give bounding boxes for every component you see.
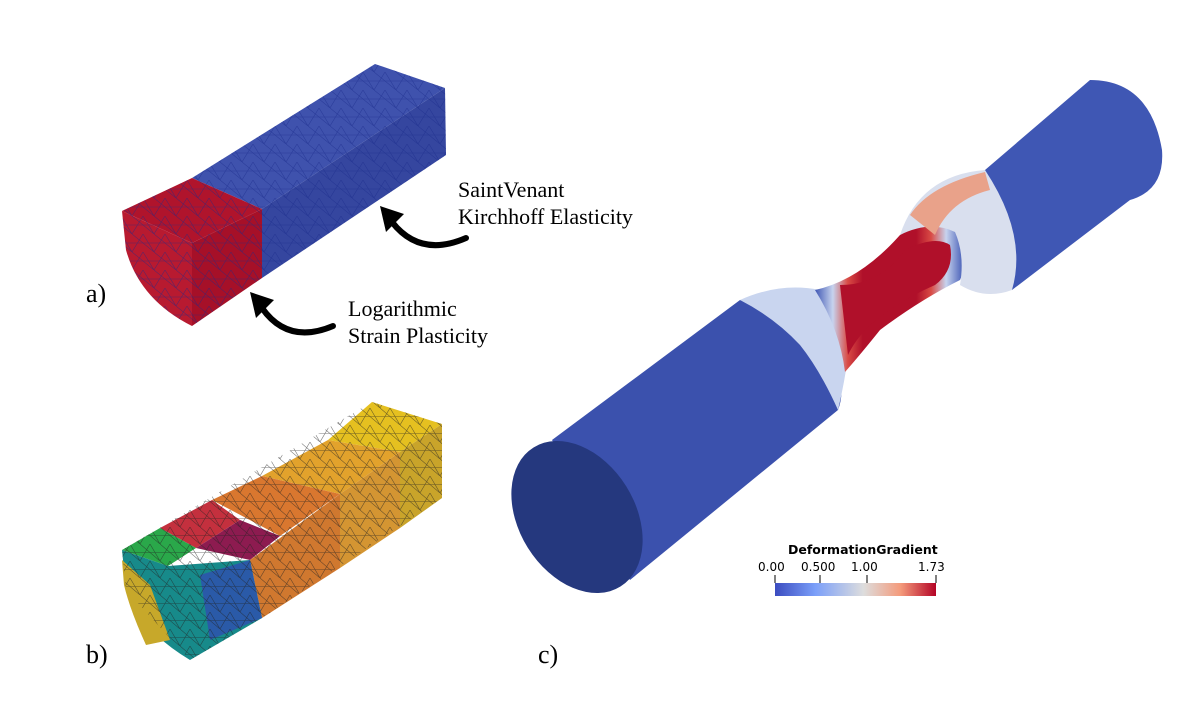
colorbar-tick-1: 0.500 [801, 560, 835, 574]
panel-label-a: a) [86, 279, 106, 308]
panel-label-b: b) [86, 640, 108, 669]
colorbar-tick-0: 0.00 [758, 560, 785, 574]
arrow-plastic-head [250, 292, 274, 318]
annotation-elastic-line2: Kirchhoff Elasticity [458, 204, 633, 229]
colorbar-tick-3: 1.73 [918, 560, 945, 574]
colorbar-title: DeformationGradient [788, 542, 938, 557]
specimen-left-cap [511, 440, 643, 594]
colorbar-gradient [775, 583, 936, 596]
arrow-plastic [259, 305, 336, 336]
annotation-plastic-line2: Strain Plasticity [348, 323, 488, 348]
panel-c: DeformationGradient 0.00 0.500 1.00 1.73… [511, 80, 1163, 669]
colorbar: DeformationGradient 0.00 0.500 1.00 1.73 [758, 542, 945, 596]
annotation-plastic-line1: Logarithmic [348, 296, 457, 321]
arrow-elastic [389, 219, 469, 249]
colorbar-tick-2: 1.00 [851, 560, 878, 574]
specimen-right-body [985, 80, 1163, 290]
arrow-elastic-head [380, 206, 404, 232]
panel-label-c: c) [538, 640, 558, 669]
panel-a: SaintVenant Kirchhoff Elasticity Logarit… [86, 64, 633, 348]
panel-b: b) [86, 402, 442, 669]
specimen-left-transition [740, 287, 850, 410]
annotation-elastic-line1: SaintVenant [458, 177, 564, 202]
